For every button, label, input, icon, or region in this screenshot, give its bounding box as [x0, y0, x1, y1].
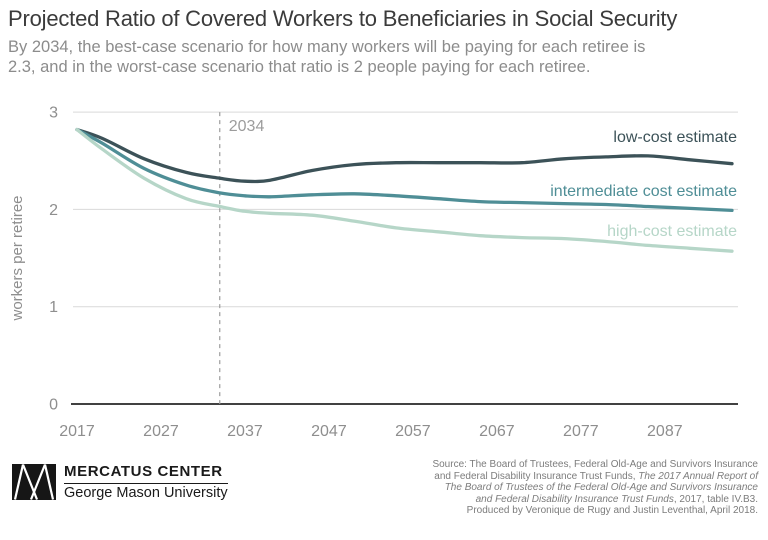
source-line-4: and Federal Disability Insurance Trust F…	[328, 494, 758, 506]
chart-header: Projected Ratio of Covered Workers to Be…	[8, 6, 760, 77]
y-axis-title: workers per retiree	[9, 195, 26, 321]
y-tick-label-2: 2	[49, 202, 58, 219]
legend-label-high-cost-estimate: high-cost estimate	[607, 223, 737, 240]
series-line-low-cost-estimate	[75, 127, 734, 184]
brand-name: MERCATUS CENTER	[64, 463, 223, 480]
y-tick-label-0: 0	[49, 397, 58, 414]
series-line-high-cost-estimate	[75, 127, 734, 253]
source-line-2: and Federal Disability Insurance Trust F…	[328, 471, 758, 483]
source-line-3: The Board of Trustees of the Federal Old…	[328, 482, 758, 494]
x-tick-label-2047: 2047	[311, 423, 347, 440]
mercatus-logo-icon	[12, 464, 56, 500]
source-text-italic: and Federal Disability Insurance Trust F…	[475, 493, 674, 505]
source-text: , 2017, table IV.B3.	[673, 493, 758, 505]
x-tick-label-2037: 2037	[227, 423, 263, 440]
source-text: Produced by Veronique de Rugy and Justin…	[466, 505, 758, 516]
source-line-1: Source: The Board of Trustees, Federal O…	[328, 459, 758, 471]
y-tick-label-1: 1	[49, 299, 58, 316]
brand-subtitle: George Mason University	[64, 485, 228, 501]
x-tick-label-2087: 2087	[647, 423, 683, 440]
subtitle-line-1: By 2034, the best-case scenario for how …	[8, 38, 646, 56]
source-text-italic: The Board of Trustees of the Federal Old…	[444, 482, 758, 493]
annotation-label: 2034	[229, 118, 265, 135]
page-title: Projected Ratio of Covered Workers to Be…	[8, 6, 678, 31]
subtitle-line-2: 2.3, and in the worst-case scenario that…	[8, 58, 591, 76]
y-tick-label-3: 3	[49, 105, 58, 122]
x-tick-label-2017: 2017	[59, 423, 95, 440]
source-text: Source: The Board of Trustees, Federal O…	[432, 459, 758, 470]
x-tick-label-2027: 2027	[143, 423, 179, 440]
legend-label-low-cost-estimate: low-cost estimate	[613, 129, 737, 146]
brand-block: MERCATUS CENTER George Mason University	[64, 464, 228, 501]
source-text-italic: The 2017 Annual Report of	[638, 470, 758, 482]
source-citation: Source: The Board of Trustees, Federal O…	[328, 459, 758, 517]
legend-label-intermediate-cost-estimate: intermediate cost estimate	[550, 183, 737, 200]
brand-divider	[64, 483, 228, 484]
source-line-5: Produced by Veronique de Rugy and Justin…	[328, 505, 758, 517]
chart-subtitle: By 2034, the best-case scenario for how …	[8, 37, 760, 77]
source-text: and Federal Disability Insurance Trust F…	[434, 470, 639, 482]
x-tick-label-2057: 2057	[395, 423, 431, 440]
series-line-intermediate-cost-estimate	[75, 127, 734, 213]
x-tick-label-2077: 2077	[563, 423, 599, 440]
x-tick-label-2067: 2067	[479, 423, 515, 440]
